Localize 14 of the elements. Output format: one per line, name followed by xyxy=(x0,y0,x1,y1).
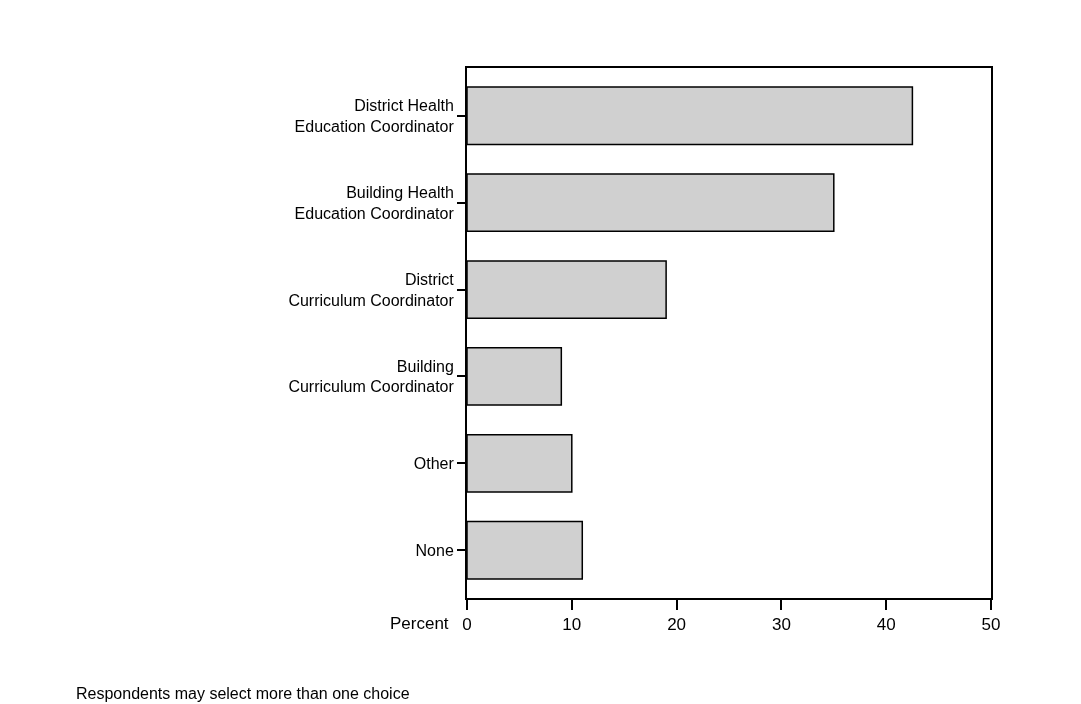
y-tick-label: Other xyxy=(413,454,455,472)
y-tick-label: District Curriculum Coordinator xyxy=(288,270,455,309)
text: Respondents may select more than one choice xyxy=(76,685,410,702)
y-tick-label: None xyxy=(415,541,454,559)
x-tick-label: 40 xyxy=(876,615,896,635)
x-tick-label: 30 xyxy=(771,615,791,635)
x-tick-label: 20 xyxy=(667,615,687,635)
x-axis-title: Percent xyxy=(390,614,449,633)
y-tick-label: Building Health Education Coordinator xyxy=(294,183,455,222)
y-tick-label: District Health Education Coordinator xyxy=(294,96,455,135)
x-tick-label: 0 xyxy=(462,615,472,635)
x-tick-label: 50 xyxy=(981,615,1001,635)
y-tick-label: Building Curriculum Coordinator xyxy=(288,357,455,396)
x-tick-label: 10 xyxy=(562,615,582,635)
